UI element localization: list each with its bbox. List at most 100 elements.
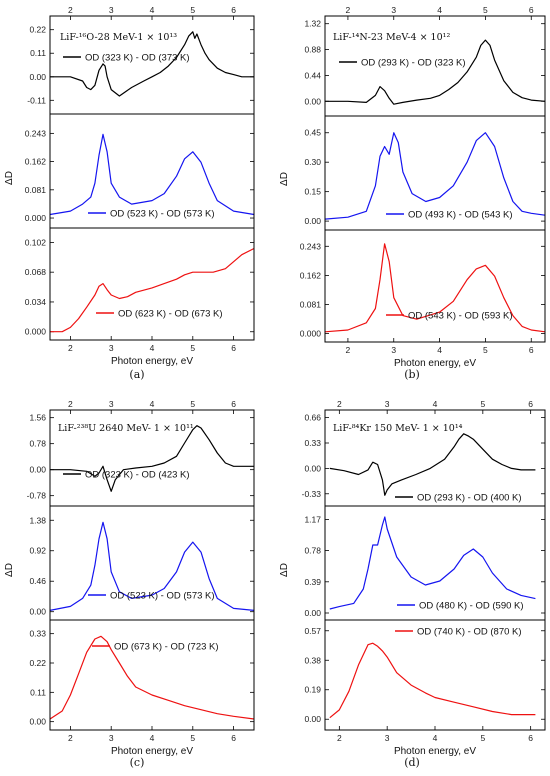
panel-title: LiF-²³⁸U 2640 MeV- 1 × 10¹¹ [58,423,194,434]
x-tick-label-top: 4 [433,399,438,409]
x-tick-label: 2 [68,343,73,353]
y-tick-label: 0.00 [304,463,321,473]
y-tick-label: 0.000 [25,213,47,223]
x-tick-label-top: 6 [529,5,534,15]
x-tick-label-top: 2 [68,399,73,409]
subfigure-label: (c) [130,756,145,769]
chart-d: -0.33 0.00 0.33 0.66 OD (293 K) - OD (400 K)… [279,399,546,769]
y-tick-label: 1.17 [304,514,321,524]
x-tick-label: 6 [528,733,533,743]
panel-title: LiF-¹⁴N-23 MeV-4 × 10¹² [333,32,450,43]
x-tick-label: 2 [68,733,73,743]
panel: -0.78 0.00 0.78 1.56 OD (323 K) - OD (423 K)… [27,413,254,501]
y-tick-label: 0.162 [300,270,322,280]
x-tick-label: 3 [385,733,390,743]
x-tick-label: 6 [529,345,534,355]
y-tick-label: 0.081 [25,185,47,195]
y-tick-label: 0.00 [29,607,46,617]
panel: 0.000 0.081 0.162 0.243 OD (523 K) - OD (573… [25,128,255,223]
legend-label: OD (480 K) - OD (590 K) [419,601,524,612]
y-tick-label: 0.243 [300,241,322,251]
y-tick-label: 1.38 [29,515,46,525]
x-tick-label-top: 5 [190,399,195,409]
series-line [49,635,255,720]
legend-label: OD (323 K) - OD (423 K) [85,470,190,481]
panel-title: LiF-¹⁶O-28 MeV-1 × 10¹³ [60,32,177,43]
axes-frame [49,15,255,341]
y-tick-label: -0.11 [27,95,46,105]
x-tick-label-top: 6 [528,399,533,409]
x-tick-label: 3 [391,345,396,355]
y-tick-label: 0.88 [304,45,321,55]
x-tick-label-top: 3 [391,5,396,15]
y-axis-label: ΔD [279,563,290,577]
legend-label: OD (523 K) - OD (573 K) [110,209,215,220]
y-tick-label: 0.38 [304,655,321,665]
y-tick-label: 0.78 [304,546,321,556]
y-tick-label: 0.068 [25,267,47,277]
y-tick-label: 0.000 [300,329,322,339]
legend-label: OD (493 K) - OD (543 K) [408,210,513,221]
y-tick-label: 0.034 [25,297,47,307]
legend-label: OD (293 K) - OD (400 K) [417,493,522,504]
y-tick-label: 0.11 [30,687,46,697]
axes-frame [324,409,546,731]
series-line [50,247,255,333]
y-tick-label: 1.56 [29,413,46,423]
x-tick-label-top: 5 [480,399,485,409]
y-tick-label: 1.32 [304,19,321,29]
y-tick-label: 0.39 [304,577,321,587]
y-tick-label: 0.00 [304,216,321,226]
x-tick-label: 4 [437,345,442,355]
subfigure-label: (b) [404,368,420,381]
y-tick-label: 0.45 [304,128,321,138]
y-tick-label: -0.78 [27,491,47,501]
series-line [329,433,536,496]
x-axis-label: Photon energy, eV [394,746,476,757]
panel: 0.00 0.44 0.88 1.32 OD (293 K) - OD (323 K) L… [304,19,546,106]
x-tick-label: 6 [231,733,236,743]
x-tick-label: 4 [150,343,155,353]
x-tick-label-top: 5 [190,5,195,15]
x-tick-label: 5 [190,733,195,743]
x-tick-label: 3 [109,343,114,353]
y-tick-label: 0.081 [300,300,322,310]
legend-label: OD (673 K) - OD (723 K) [114,642,219,653]
series-line [324,132,546,220]
y-tick-label: 0.00 [304,714,321,724]
panel: 0.00 0.46 0.92 1.38 OD (523 K) - OD (573 K) [29,515,255,617]
series-line [329,642,536,719]
y-tick-label: 0.00 [29,717,46,727]
y-tick-label: 0.22 [29,658,46,668]
y-tick-label: 0.243 [25,128,47,138]
y-tick-label: 0.00 [29,465,46,475]
x-axis-label: Photon energy, eV [394,358,476,369]
subfigure-label: (d) [404,756,420,769]
x-tick-label: 3 [109,733,114,743]
x-tick-label-top: 4 [437,5,442,15]
x-tick-label: 5 [190,343,195,353]
y-tick-label: 0.92 [29,546,46,556]
legend-label: OD (323 K) - OD (373 K) [85,53,190,64]
x-tick-label-top: 3 [385,399,390,409]
y-tick-label: 0.30 [304,157,321,167]
y-tick-label: 0.00 [29,72,46,82]
legend-label: OD (523 K) - OD (573 K) [110,591,215,602]
x-tick-label-top: 6 [231,5,236,15]
x-tick-label: 4 [150,733,155,743]
x-tick-label: 5 [480,733,485,743]
y-tick-label: 0.44 [304,70,321,80]
panel: 0.00 0.11 0.22 0.33 OD (673 K) - OD (723 K) [29,629,255,727]
axes-frame [49,409,255,731]
panel-title: LiF-⁸⁴Kr 150 MeV- 1 × 10¹⁴ [333,423,463,434]
x-tick-label: 2 [337,733,342,743]
x-tick-label-top: 2 [346,5,351,15]
series-line [50,425,254,492]
panel: 0.00 0.15 0.30 0.45 OD (493 K) - OD (543 K) [304,128,546,226]
x-tick-label-top: 3 [109,399,114,409]
x-tick-label-top: 2 [337,399,342,409]
panel: -0.33 0.00 0.33 0.66 OD (293 K) - OD (400 K)… [302,413,545,504]
legend-label: OD (740 K) - OD (870 K) [417,627,522,638]
y-tick-label: 0.19 [304,685,321,695]
